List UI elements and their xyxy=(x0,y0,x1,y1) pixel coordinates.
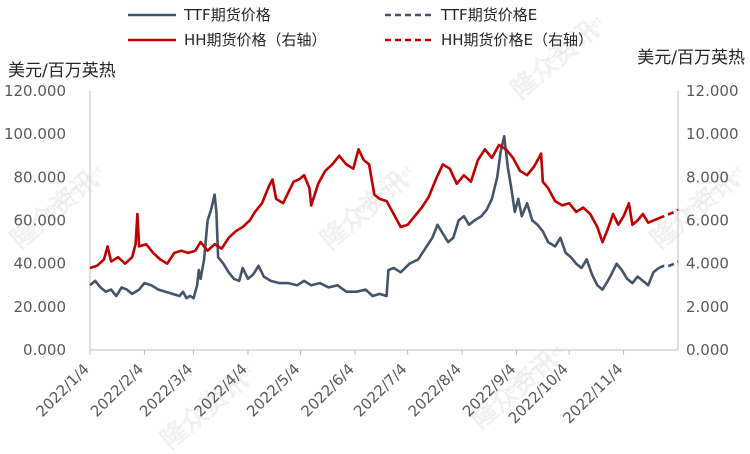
left-tick-label: 80.000 xyxy=(14,168,67,186)
left-tick-label: 100.000 xyxy=(4,125,66,143)
left-axis-unit: 美元/百万英热 xyxy=(8,61,116,81)
left-tick-label: 20.000 xyxy=(14,298,67,316)
legend-label-2: TTF期货价格E xyxy=(440,6,537,24)
series-line-4 xyxy=(658,208,679,220)
right-tick-label: 8.000 xyxy=(686,168,729,186)
x-tick-label: 2022/8/4 xyxy=(405,360,465,420)
legend: TTF期货价格 TTF期货价格E HH期货价格（右轴） HH期货价格E（右轴） xyxy=(128,6,593,49)
series-line-1 xyxy=(89,135,660,300)
series-line-3 xyxy=(89,143,660,270)
right-tick-label: 12.000 xyxy=(686,82,739,100)
right-tick-label: 4.000 xyxy=(686,255,729,273)
series-layer xyxy=(89,135,679,300)
series-line-2 xyxy=(658,260,679,270)
legend-label-4: HH期货价格E（右轴） xyxy=(441,31,593,49)
left-tick-label: 120.000 xyxy=(4,82,66,100)
x-tick-label: 2022/7/4 xyxy=(350,360,410,420)
legend-label-3: HH期货价格（右轴） xyxy=(184,31,327,49)
x-tick-label: 2022/11/4 xyxy=(559,360,626,427)
legend-label-1: TTF期货价格 xyxy=(183,6,271,24)
axes: 0.000 20.000 40.000 60.000 80.000 100.000 120.… xyxy=(4,82,739,427)
left-tick-label: 40.000 xyxy=(14,255,67,273)
left-tick-label: 0.000 xyxy=(23,341,66,359)
right-tick-label: 6.000 xyxy=(686,212,729,230)
right-tick-label: 10.000 xyxy=(686,125,739,143)
x-tick-label: 2022/6/4 xyxy=(297,360,357,420)
right-tick-label: 0.000 xyxy=(686,341,729,359)
right-axis-unit: 美元/百万英热 xyxy=(637,48,745,68)
x-tick-label: 2022/1/4 xyxy=(32,360,92,420)
left-tick-label: 60.000 xyxy=(14,212,67,230)
right-tick-label: 2.000 xyxy=(686,298,729,316)
x-tick-label: 2022/5/4 xyxy=(243,360,303,420)
x-tick-label: 2022/2/4 xyxy=(87,360,147,420)
